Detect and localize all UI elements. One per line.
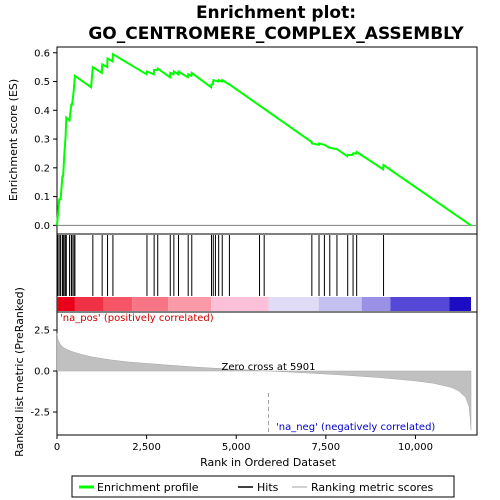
es-y-tick-label: 0.5: [34, 77, 50, 88]
es-y-tick-label: 0.1: [34, 192, 50, 203]
metric-y-tick-label: 0.0: [34, 367, 50, 378]
heat-bar-segment: [361, 297, 391, 311]
heat-bar-segment: [318, 297, 362, 311]
es-panel-frame: [56, 46, 478, 235]
es-y-tick-label: 0.0: [34, 221, 50, 232]
es-y-axis-label: Enrichment score (ES): [7, 79, 20, 201]
rank-x-tick-label: 10,000: [398, 442, 433, 453]
es-panel: 0.0 0.1 0.2 0.3 0.4 0.5 0.6 Enrichment score (…: [7, 46, 478, 235]
metric-y-axis: -2.5 0.0 2.5: [30, 326, 57, 419]
legend-hits-label: Hits: [257, 481, 279, 494]
es-y-tick-label: 0.4: [34, 106, 50, 117]
legend-metric-label: Ranking metric scores: [311, 481, 433, 494]
es-y-tick-label: 0.6: [34, 48, 50, 59]
enrichment-profile-line: [56, 52, 472, 227]
heat-bar-segment: [74, 297, 104, 311]
na-neg-label: 'na_neg' (negatively correlated): [276, 422, 435, 433]
zero-cross-label: Zero cross at 5901: [222, 362, 316, 373]
heat-bar-segment: [168, 297, 212, 311]
na-pos-label: 'na_pos' (positively correlated): [60, 313, 214, 324]
chart-title-line1: Enrichment plot:: [196, 3, 356, 23]
rank-x-tick-label: 2,500: [132, 442, 161, 453]
heat-bar-segment: [103, 297, 133, 311]
metric-y-axis-label: Ranked list metric (PreRanked): [13, 287, 26, 457]
ranking-heat-bar: [57, 297, 471, 311]
rank-x-axis: 0 2,500 5,000 7,500 10,000: [54, 435, 433, 453]
es-y-tick-label: 0.2: [34, 163, 50, 174]
heat-bar-segment: [57, 297, 75, 311]
es-y-tick-label: 0.3: [34, 135, 50, 146]
hit-lines: [57, 235, 385, 296]
metric-y-tick-label: -2.5: [30, 408, 50, 419]
chart-title-line2: GO_CENTROMERE_COMPLEX_ASSEMBLY: [88, 24, 464, 44]
rank-x-axis-label: Rank in Ordered Dataset: [200, 456, 337, 469]
es-y-axis: 0.0 0.1 0.2 0.3 0.4 0.5 0.6: [34, 48, 57, 232]
rank-x-tick-label: 5,000: [222, 442, 251, 453]
metric-panel: Zero cross at 5901 'na_pos' (positively …: [13, 287, 478, 469]
legend: Enrichment profile Hits Ranking metric s…: [71, 475, 455, 498]
heat-bar-segment: [211, 297, 269, 311]
legend-frame: [71, 475, 455, 498]
hits-panel: [56, 233, 478, 313]
ranking-metric-area: [56, 333, 472, 431]
metric-panel-frame: [56, 311, 478, 436]
heat-bar-segment: [132, 297, 169, 311]
heat-bar-segment: [449, 297, 471, 311]
rank-x-tick-label: 0: [54, 442, 60, 453]
heat-bar-segment: [268, 297, 319, 311]
rank-x-tick-label: 7,500: [312, 442, 341, 453]
metric-y-tick-label: 2.5: [34, 326, 50, 337]
heat-bar-segment: [390, 297, 450, 311]
legend-enrichment-label: Enrichment profile: [97, 481, 199, 494]
